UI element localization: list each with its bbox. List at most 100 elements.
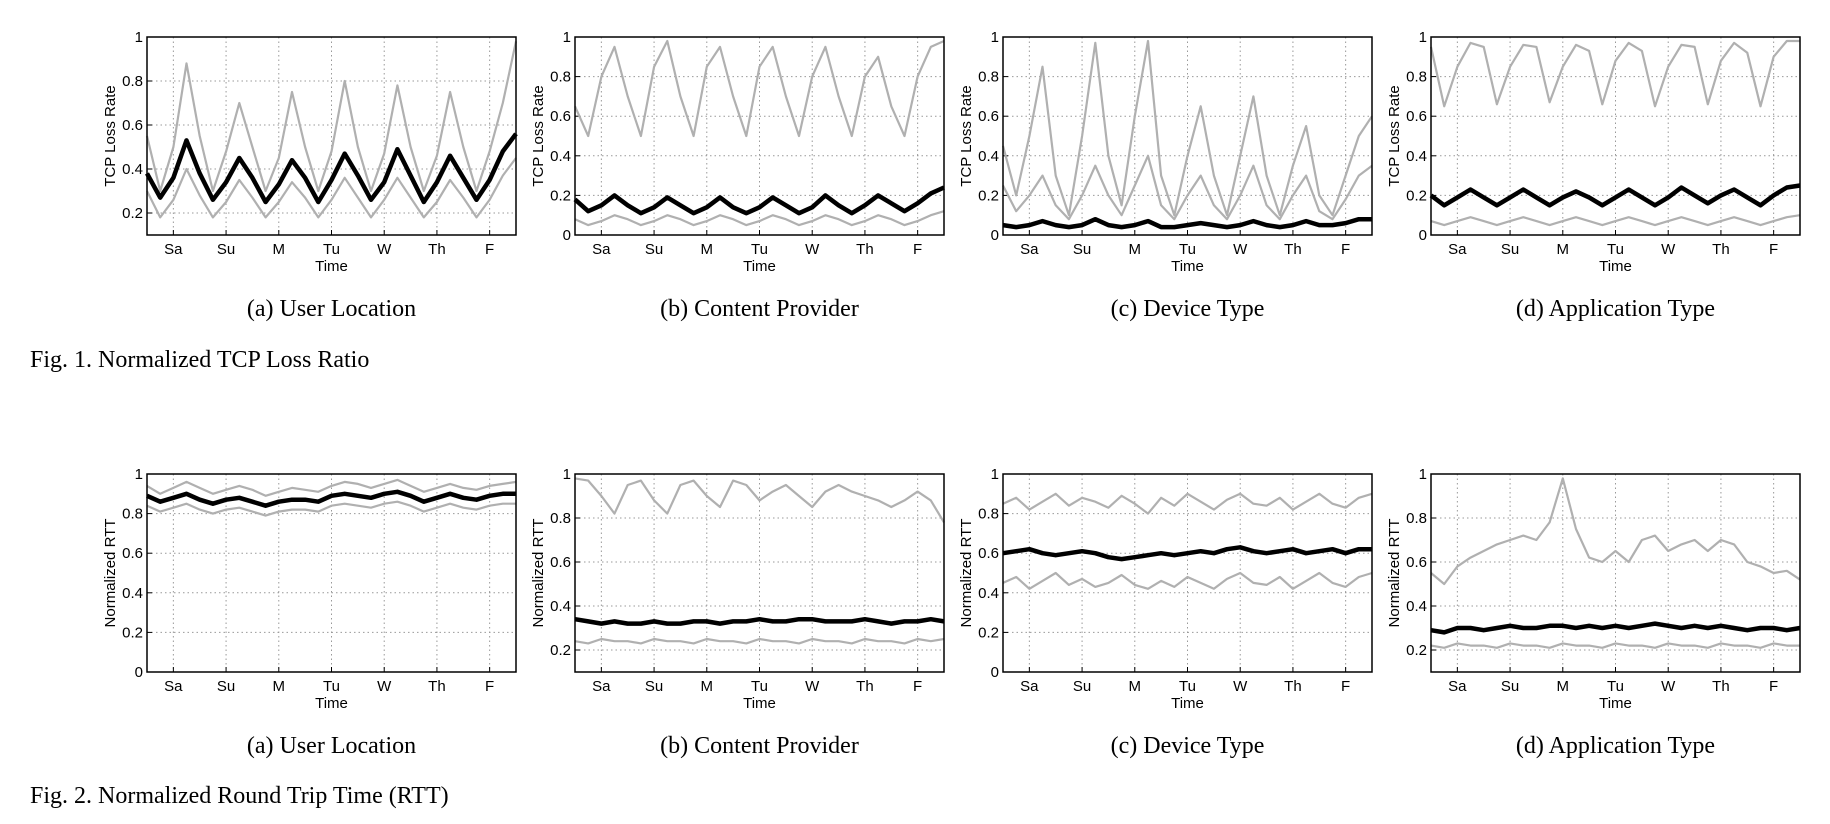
x-tick-label: Th (856, 678, 874, 695)
series-line (1430, 214, 1801, 227)
y-tick-label: 0.4 (550, 598, 571, 615)
chart-caption: (c) Device Type (1111, 296, 1265, 322)
y-tick-label: 0.6 (122, 545, 143, 562)
plot-frame (1430, 36, 1801, 236)
y-tick-label: 0.2 (550, 187, 571, 204)
y-tick-label: 0.6 (978, 108, 999, 125)
series-line (145, 41, 518, 193)
series-line (574, 477, 945, 523)
x-tick-label: W (377, 678, 392, 695)
x-tick-label: Tu (1607, 678, 1624, 695)
x-tick-label: Su (645, 678, 663, 695)
x-tick-label: F (485, 241, 494, 258)
x-tick-label: F (1341, 241, 1350, 258)
x-axis-label: Time (1171, 258, 1204, 275)
x-tick-label: Sa (1020, 678, 1039, 695)
x-tick-label: Th (428, 241, 446, 258)
x-axis-label: Time (315, 695, 348, 712)
x-tick-label: F (913, 241, 922, 258)
y-tick-label: 0.4 (1406, 598, 1427, 615)
series-line (146, 500, 516, 517)
y-tick-label: 0.2 (1406, 187, 1427, 204)
series-line (1430, 621, 1801, 635)
y-tick-label: 0.6 (550, 554, 571, 571)
y-tick-label: 1 (991, 466, 999, 483)
x-tick-label: F (913, 678, 922, 695)
y-axis-label: TCP Loss Rate (1386, 85, 1403, 186)
series-line (145, 132, 518, 205)
x-tick-label: Th (1712, 241, 1730, 258)
x-tick-label: W (1661, 678, 1676, 695)
x-tick-label: M (1557, 678, 1570, 695)
y-axis-label: Normalized RTT (958, 519, 975, 628)
x-tick-label: Sa (1448, 241, 1467, 258)
y-tick-label: 0.6 (1406, 554, 1427, 571)
y-tick-label: 0.8 (978, 69, 999, 86)
x-tick-label: Th (428, 678, 446, 695)
y-tick-label: 0 (991, 227, 999, 244)
x-tick-label: Tu (1607, 241, 1624, 258)
chart-caption: (b) Content Provider (660, 296, 859, 322)
series-line (574, 616, 945, 626)
y-tick-label: 1 (135, 29, 143, 46)
plot-frame (1002, 473, 1373, 673)
y-tick-label: 0.4 (550, 148, 571, 165)
x-tick-label: M (1129, 241, 1142, 258)
y-tick-label: 0.2 (122, 624, 143, 641)
series-line (1002, 216, 1372, 230)
y-tick-label: 0.2 (550, 642, 571, 659)
y-tick-label: 1 (563, 466, 571, 483)
x-tick-label: Th (1284, 678, 1302, 695)
y-tick-label: 0 (1419, 227, 1427, 244)
y-tick-label: 0.6 (550, 108, 571, 125)
x-tick-label: Sa (592, 241, 611, 258)
x-tick-label: F (1341, 678, 1350, 695)
x-tick-label: W (805, 241, 820, 258)
series-line (146, 489, 516, 508)
x-tick-label: Tu (1179, 241, 1196, 258)
x-tick-label: M (1129, 678, 1142, 695)
chart-caption: (a) User Location (247, 733, 416, 759)
x-tick-label: Tu (1179, 678, 1196, 695)
y-tick-label: 0.4 (978, 148, 999, 165)
x-tick-label: Su (1073, 678, 1091, 695)
y-tick-label: 1 (1419, 466, 1427, 483)
y-axis-label: TCP Loss Rate (530, 85, 547, 186)
x-tick-label: Tu (751, 678, 768, 695)
series-line (1429, 183, 1801, 208)
x-tick-label: F (1769, 241, 1778, 258)
plot-frame (574, 473, 945, 673)
y-tick-label: 0 (563, 227, 571, 244)
plot-frame (146, 36, 517, 236)
series-line (574, 210, 945, 227)
x-axis-label: Time (743, 695, 776, 712)
y-axis-label: Normalized RTT (102, 519, 119, 628)
y-tick-label: 0.2 (1406, 642, 1427, 659)
x-tick-label: Th (856, 241, 874, 258)
y-tick-label: 0.2 (978, 624, 999, 641)
x-tick-label: Sa (1448, 678, 1467, 695)
y-axis-label: TCP Loss Rate (102, 85, 119, 186)
y-tick-label: 0.4 (978, 585, 999, 602)
x-tick-label: Tu (751, 241, 768, 258)
x-tick-label: M (701, 678, 714, 695)
chart-caption: (d) Application Type (1516, 733, 1715, 759)
y-tick-label: 0.2 (978, 187, 999, 204)
x-axis-label: Time (1599, 695, 1632, 712)
series-line (1002, 545, 1372, 562)
x-tick-label: Sa (592, 678, 611, 695)
y-tick-label: 0.4 (122, 585, 143, 602)
series-line (1002, 571, 1373, 590)
x-tick-label: F (485, 678, 494, 695)
series-line (1002, 154, 1373, 221)
y-tick-label: 1 (135, 466, 143, 483)
y-axis-label: TCP Loss Rate (958, 85, 975, 186)
x-tick-label: Tu (323, 241, 340, 258)
x-tick-label: W (377, 241, 392, 258)
series-line (1001, 39, 1373, 217)
chart-caption: (c) Device Type (1111, 733, 1265, 759)
x-tick-label: Th (1284, 241, 1302, 258)
y-tick-label: 0 (991, 664, 999, 681)
y-axis-label: Normalized RTT (1386, 519, 1403, 628)
